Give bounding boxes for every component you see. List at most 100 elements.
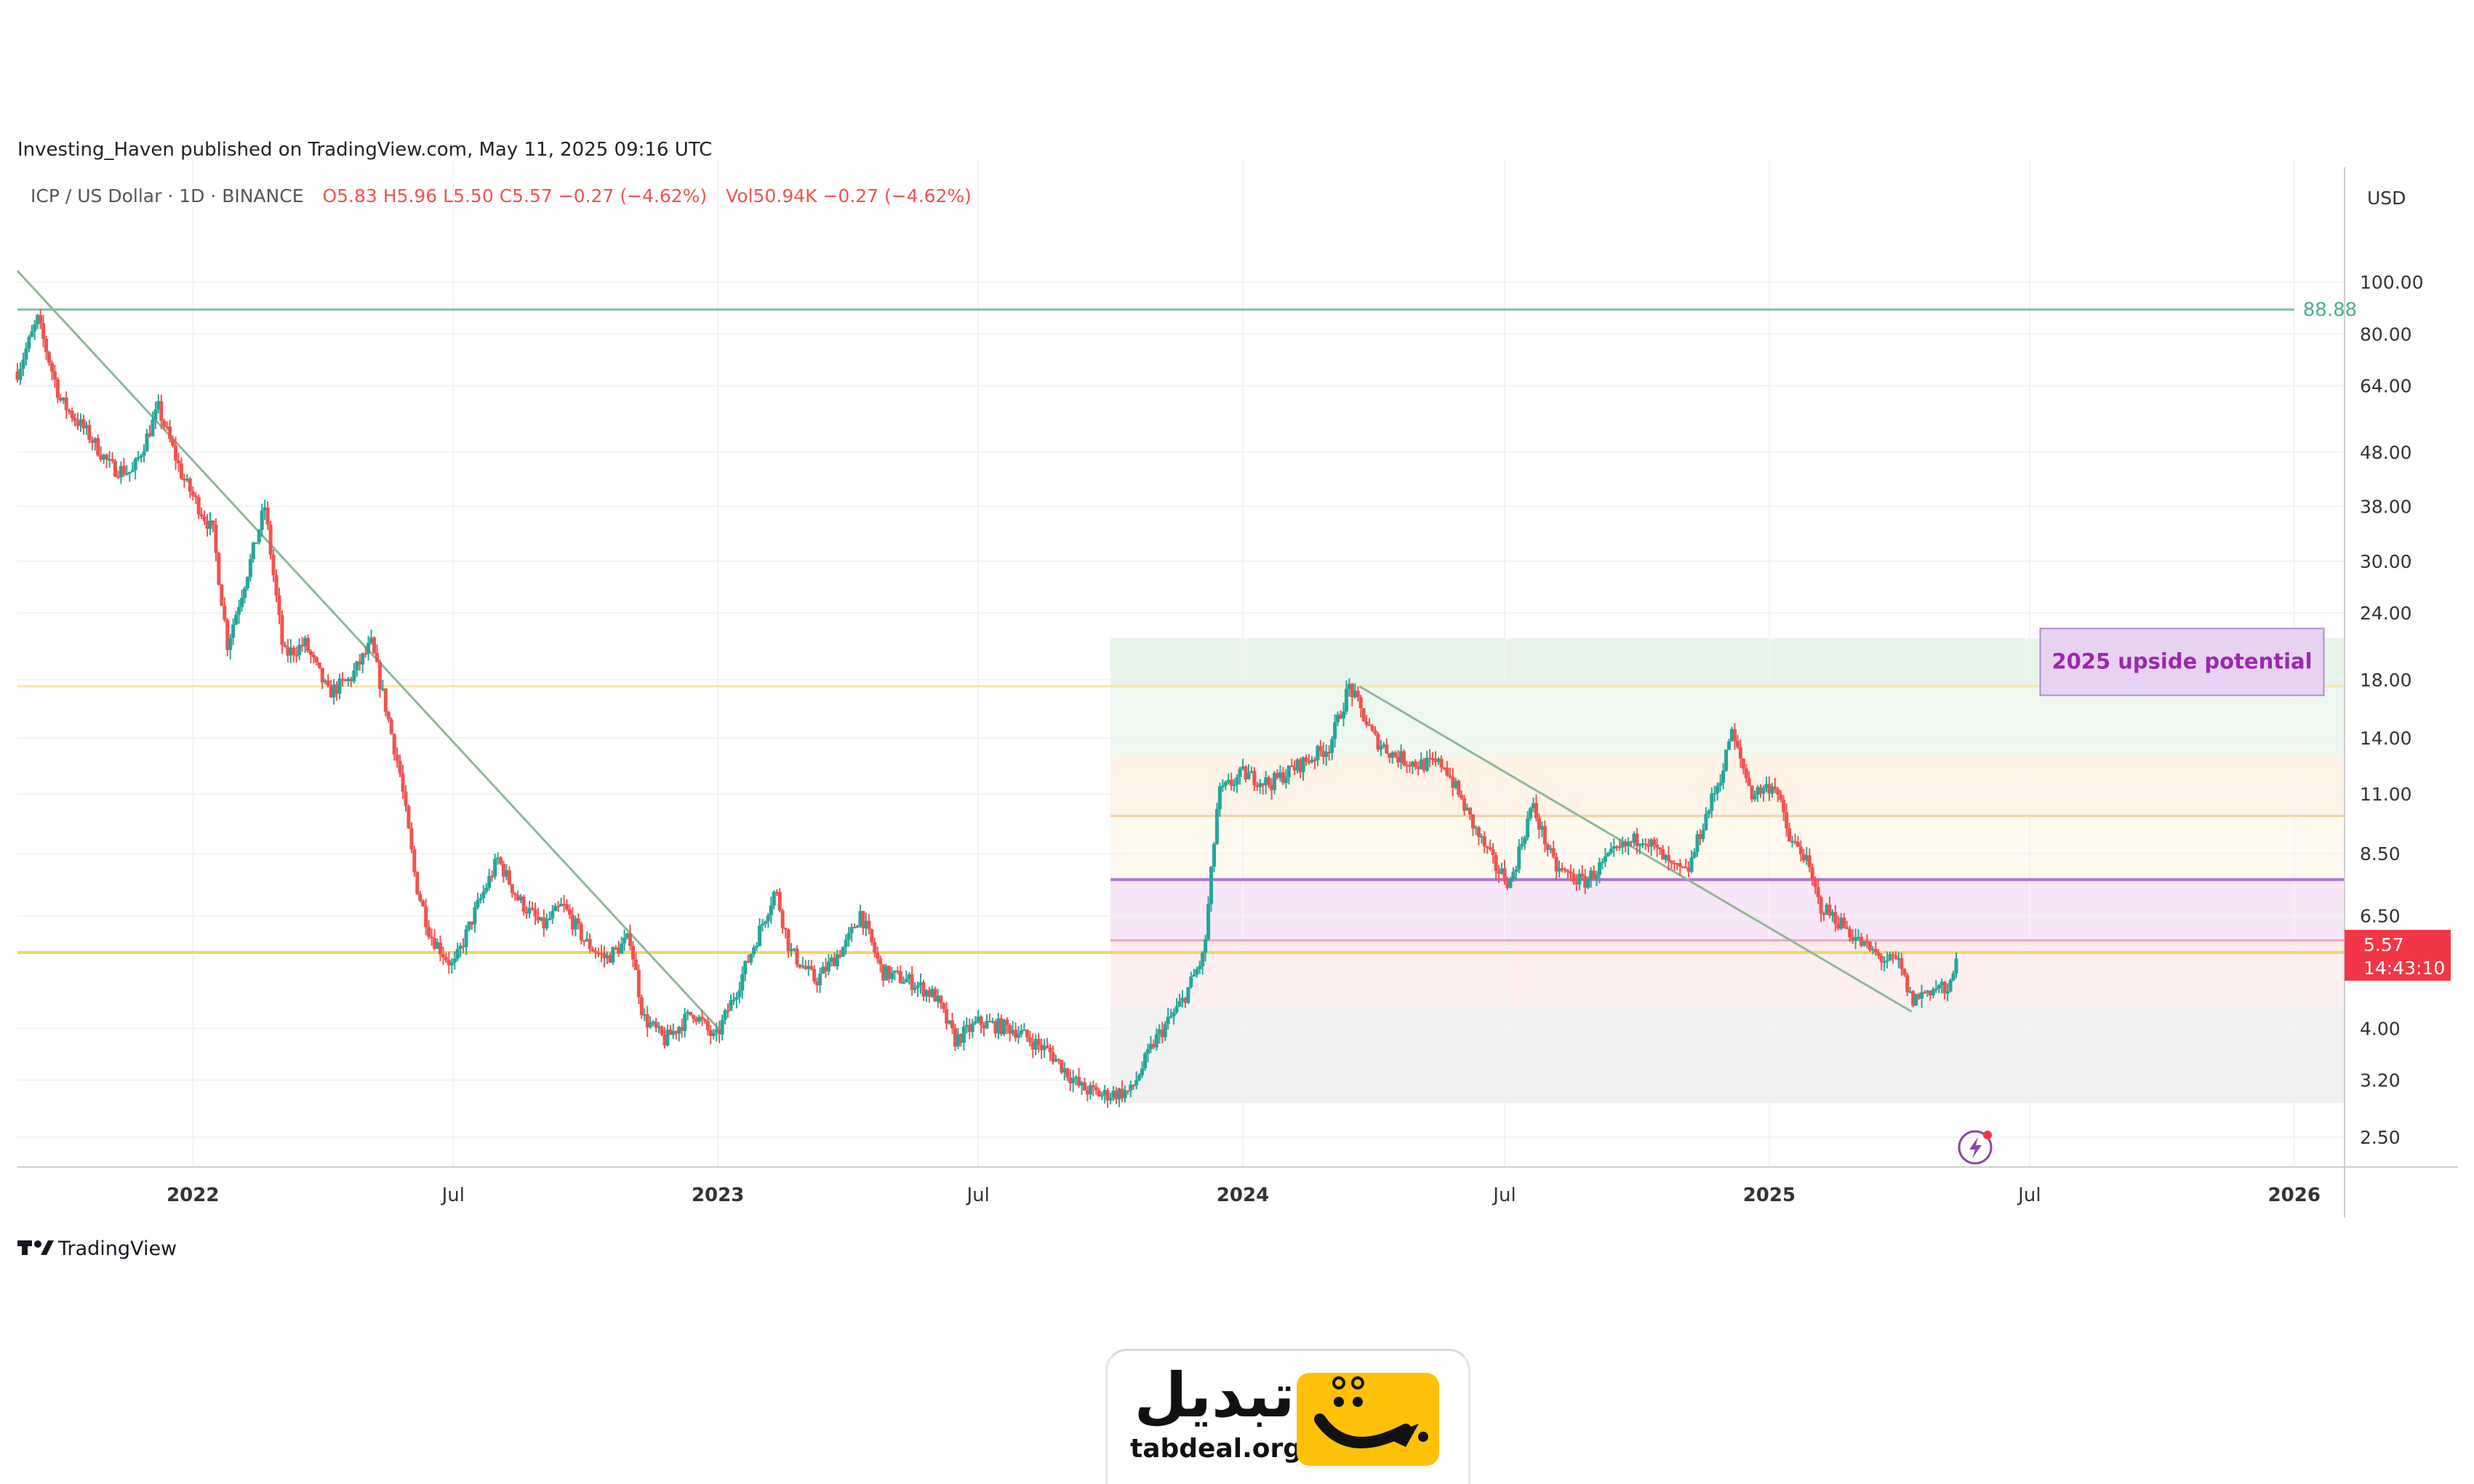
candle-body [1729, 729, 1734, 742]
candle-body [142, 451, 146, 456]
candle-body [1540, 826, 1544, 830]
candle-body [369, 637, 374, 643]
candle-body [1399, 751, 1404, 763]
candle-body [314, 657, 319, 663]
candle-body [1276, 773, 1280, 778]
candle-body [105, 454, 109, 460]
candle-body [881, 964, 886, 981]
candle-body [961, 1027, 966, 1043]
candle-body [1773, 786, 1777, 789]
candle-body [913, 987, 917, 990]
candle-body [217, 553, 221, 585]
candle-body [821, 966, 825, 974]
candle-body [1566, 870, 1570, 873]
candle-body [979, 1016, 983, 1026]
candle-body [1922, 992, 1926, 994]
candle-body [306, 638, 311, 651]
candle-body [1080, 1082, 1084, 1086]
candle-body [1419, 759, 1423, 769]
candle-body [1485, 846, 1489, 849]
candle-body [228, 638, 233, 650]
candle-body [1704, 814, 1708, 830]
candle-body [1580, 873, 1585, 877]
candle-body [1439, 758, 1444, 768]
candle-body [148, 433, 152, 436]
candle-body [479, 898, 483, 900]
candle-body [1678, 863, 1682, 867]
candle-body [1845, 927, 1849, 929]
candle-body [1267, 777, 1271, 785]
currency-label: USD [2367, 188, 2406, 209]
candle-body [1154, 1034, 1158, 1048]
candle-body [449, 962, 454, 966]
candle-body [1252, 771, 1257, 786]
candle-body [1598, 862, 1602, 875]
candle-body [1934, 988, 1938, 990]
candle-body [990, 1021, 995, 1023]
symbol-name: ICP / US Dollar · 1D · BINANCE [31, 185, 304, 206]
candle-body [783, 928, 788, 930]
candle-body [1891, 954, 1895, 956]
price-tick-label: 64.00 [2360, 375, 2412, 396]
candle-body [1937, 984, 1941, 989]
candle-body [1899, 958, 1904, 969]
candle-body [849, 926, 854, 934]
candle-body [654, 1022, 658, 1028]
candle-body [953, 1028, 957, 1047]
candle-body [1065, 1068, 1070, 1078]
candle-body [1088, 1085, 1092, 1095]
candle-body [1600, 862, 1604, 864]
time-axis[interactable]: 2022 Jul 2023 Jul 2024 Jul 2025 Jul 2026 [167, 1184, 2321, 1206]
candle-body [487, 875, 492, 888]
candle-body [611, 947, 615, 963]
candle-body [274, 575, 279, 595]
candle-body [662, 1034, 667, 1046]
candle-body [1491, 849, 1495, 855]
candle-body [1914, 994, 1918, 1006]
candle-body [1767, 784, 1772, 794]
candle-body [812, 968, 817, 982]
candle-body [835, 954, 839, 966]
tradingview-logo[interactable]: TradingView [17, 1238, 177, 1260]
tabdeal-url[interactable]: tabdeal.org [1129, 1434, 1302, 1464]
candle-body [415, 872, 420, 894]
candle-body [1413, 761, 1417, 767]
candle-body [1785, 812, 1789, 829]
candle-body [1051, 1052, 1055, 1062]
candle-body [458, 945, 463, 950]
candle-body [720, 1019, 724, 1035]
candle-body [231, 625, 236, 638]
candle-body [165, 426, 169, 428]
candle-body [533, 909, 537, 917]
trendline [16, 270, 725, 1035]
candle-body [156, 401, 161, 410]
price-tick-label: 4.00 [2360, 1018, 2401, 1039]
candle-body [1908, 991, 1913, 993]
candle-body [39, 315, 43, 324]
price-axis[interactable]: USD 100.00 80.00 64.00 48.00 38.00 30.00 24.00 1… [17, 167, 2458, 1218]
candle-body [481, 891, 486, 899]
candle-body [1876, 952, 1881, 956]
candle-body [1920, 992, 1924, 999]
candle-body [1183, 998, 1188, 1003]
candle-body [36, 315, 40, 325]
candle-body [1928, 990, 1932, 995]
candle-body [1255, 785, 1260, 787]
candle-body [1666, 854, 1670, 862]
price-chart[interactable]: 88.88 USD 100.00 80.00 64.00 48.00 38.00 30.00… [0, 0, 2474, 1280]
candle-body [1675, 862, 1679, 865]
candle-body [1592, 870, 1596, 879]
candle-body [1782, 800, 1786, 813]
candle-body [1756, 787, 1760, 795]
candle-body [1870, 949, 1875, 951]
candle-body [73, 418, 77, 421]
candle-body [1220, 785, 1225, 787]
candle-body [1244, 766, 1248, 779]
candle-body [1523, 837, 1527, 844]
candle-body [271, 554, 276, 576]
candle-body [527, 907, 532, 914]
candle-body [683, 1014, 687, 1031]
candle-body [921, 982, 926, 997]
candle-body [102, 454, 106, 460]
candle-body [484, 887, 489, 892]
